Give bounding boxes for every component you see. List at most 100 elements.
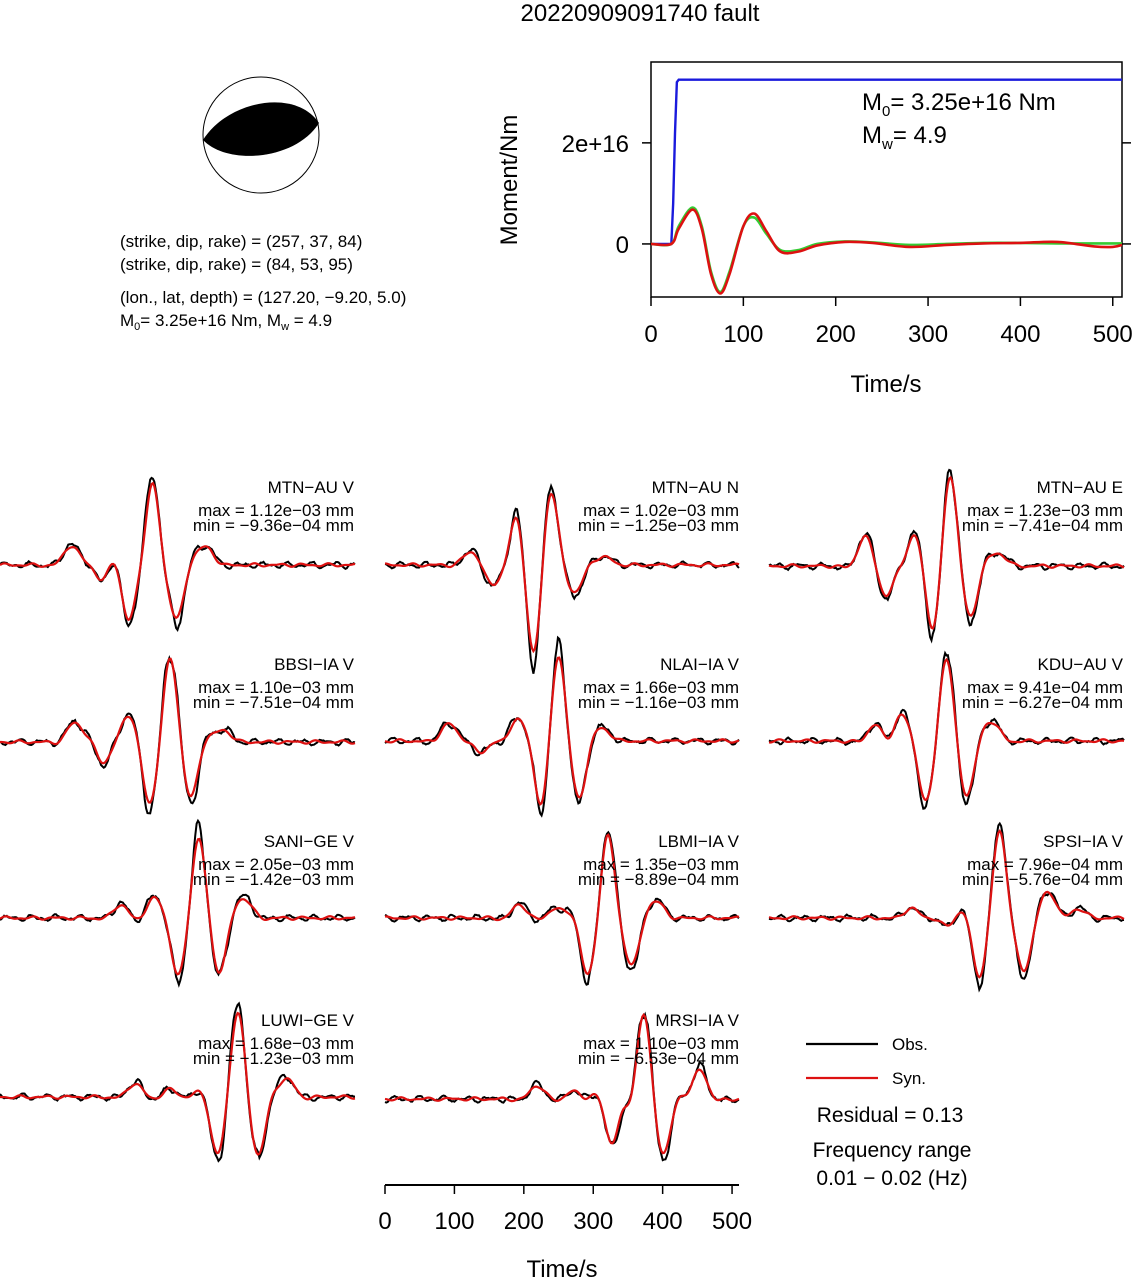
station-min: min = −1.16e−03 mm bbox=[578, 693, 739, 712]
moment-x-tick-label: 200 bbox=[816, 321, 856, 348]
station-max: max = 9.41e−04 mm bbox=[967, 678, 1123, 697]
syn-trace bbox=[0, 657, 356, 804]
station-min: min = −9.36e−04 mm bbox=[193, 516, 354, 535]
moment-panel: 0 100 200 300 400 500 0 2e+16 Moment/Nm Time/s… bbox=[496, 61, 1133, 398]
moment-annotation-mw: Mw= 4.9 bbox=[862, 122, 947, 153]
waveform-x-tick-label: 100 bbox=[434, 1208, 474, 1235]
moment-annotation-mw-value: = 4.9 bbox=[893, 122, 947, 149]
mechanism-mw-text: = 4.9 bbox=[289, 311, 332, 330]
station-name: SANI−GE V bbox=[264, 832, 355, 851]
moment-x-axis: 0 100 200 300 400 500 bbox=[644, 297, 1133, 348]
station-max: max = 1.23e−03 mm bbox=[967, 501, 1123, 520]
station-max: max = 1.35e−03 mm bbox=[583, 855, 739, 874]
mechanism-line-4: M0= 3.25e+16 Nm, Mw = 4.9 bbox=[120, 311, 332, 333]
beachball-icon bbox=[202, 76, 320, 194]
moment-series-green bbox=[650, 206, 1122, 294]
station-max: max = 2.05e−03 mm bbox=[198, 855, 354, 874]
syn-trace bbox=[768, 829, 1125, 979]
station-max: max = 1.02e−03 mm bbox=[583, 501, 739, 520]
moment-y-tick-label: 0 bbox=[616, 232, 629, 259]
station-min: min = −8.89e−04 mm bbox=[578, 870, 739, 889]
syn-trace bbox=[384, 492, 740, 654]
residual-text: Residual = 0.13 bbox=[817, 1104, 964, 1127]
moment-ylabel: Moment/Nm bbox=[496, 115, 523, 246]
waveform-x-tick-label: 0 bbox=[378, 1208, 391, 1235]
moment-y-tick-label: 2e+16 bbox=[562, 131, 629, 158]
legend: Obs. Syn. bbox=[806, 1035, 928, 1088]
station-name: BBSI−IA V bbox=[274, 655, 355, 674]
moment-x-tick-label: 300 bbox=[908, 321, 948, 348]
station-name: LBMI−IA V bbox=[658, 832, 739, 851]
station-max: max = 1.10e−03 mm bbox=[583, 1034, 739, 1053]
moment-x-tick-label: 400 bbox=[1000, 321, 1040, 348]
station-min: min = −6.53e−04 mm bbox=[578, 1049, 739, 1068]
syn-trace bbox=[384, 656, 740, 806]
station-name: MRSI−IA V bbox=[655, 1011, 739, 1030]
syn-trace bbox=[0, 481, 356, 622]
moment-x-tick-label: 0 bbox=[644, 321, 657, 348]
station-min: min = −7.41e−04 mm bbox=[962, 516, 1123, 535]
station-min: min = −7.51e−04 mm bbox=[193, 693, 354, 712]
station-name: MTN−AU N bbox=[652, 478, 739, 497]
waveform-time-axis: 0 100 200 300 400 500 bbox=[378, 1184, 752, 1235]
legend-syn-label: Syn. bbox=[892, 1069, 926, 1088]
waveform-x-tick-label: 500 bbox=[712, 1208, 752, 1235]
station-max: max = 7.96e−04 mm bbox=[967, 855, 1123, 874]
moment-xlabel: Time/s bbox=[850, 371, 921, 398]
moment-series-red bbox=[650, 208, 1123, 295]
waveform-x-tick-label: 400 bbox=[643, 1208, 683, 1235]
waveform-xlabel: Time/s bbox=[526, 1256, 597, 1281]
station-name: MTN−AU E bbox=[1037, 478, 1123, 497]
station-min: min = −1.23e−03 mm bbox=[193, 1049, 354, 1068]
station-max: max = 1.12e−03 mm bbox=[198, 501, 354, 520]
station-name: LUWI−GE V bbox=[261, 1011, 355, 1030]
station-min: min = −5.76e−04 mm bbox=[962, 870, 1123, 889]
moment-x-tick-label: 500 bbox=[1093, 321, 1133, 348]
moment-annotation-m0: M0= 3.25e+16 Nm bbox=[862, 89, 1056, 120]
station-min: min = −1.42e−03 mm bbox=[193, 870, 354, 889]
legend-obs-label: Obs. bbox=[892, 1035, 928, 1054]
moment-series-group bbox=[650, 78, 1123, 295]
station-name: NLAI−IA V bbox=[660, 655, 740, 674]
station-max: max = 1.10e−03 mm bbox=[198, 678, 354, 697]
station-min: min = −1.25e−03 mm bbox=[578, 516, 739, 535]
frequency-range-label: Frequency range bbox=[813, 1139, 972, 1162]
station-min: min = −6.27e−04 mm bbox=[962, 693, 1123, 712]
waveform-x-tick-label: 200 bbox=[504, 1208, 544, 1235]
station-name: SPSI−IA V bbox=[1043, 832, 1124, 851]
mechanism-line-3: (lon., lat, depth) = (127.20, −9.20, 5.0… bbox=[120, 288, 406, 307]
station-max: max = 1.68e−03 mm bbox=[198, 1034, 354, 1053]
mechanism-m0-text: = 3.25e+16 Nm, M bbox=[140, 311, 281, 330]
station-name: KDU−AU V bbox=[1038, 655, 1124, 674]
syn-trace bbox=[384, 1012, 740, 1155]
moment-annotation-m0-value: = 3.25e+16 Nm bbox=[890, 89, 1055, 116]
figure-title: 20220909091740 fault bbox=[521, 0, 760, 27]
station-max: max = 1.66e−03 mm bbox=[583, 678, 739, 697]
syn-trace bbox=[384, 833, 740, 976]
frequency-range-value: 0.01 − 0.02 (Hz) bbox=[816, 1167, 967, 1190]
obs-trace bbox=[768, 650, 1125, 810]
moment-plot-frame bbox=[650, 61, 1123, 298]
moment-y-axis: 0 2e+16 bbox=[562, 131, 1131, 259]
syn-trace bbox=[0, 837, 356, 976]
station-name: MTN−AU V bbox=[268, 478, 355, 497]
mechanism-line-1: (strike, dip, rake) = (257, 37, 84) bbox=[120, 232, 362, 251]
syn-trace bbox=[768, 657, 1125, 802]
moment-x-tick-label: 100 bbox=[723, 321, 763, 348]
waveform-x-tick-label: 300 bbox=[573, 1208, 613, 1235]
mechanism-line-2: (strike, dip, rake) = (84, 53, 95) bbox=[120, 255, 353, 274]
syn-trace bbox=[768, 475, 1125, 630]
syn-trace bbox=[0, 1011, 356, 1156]
